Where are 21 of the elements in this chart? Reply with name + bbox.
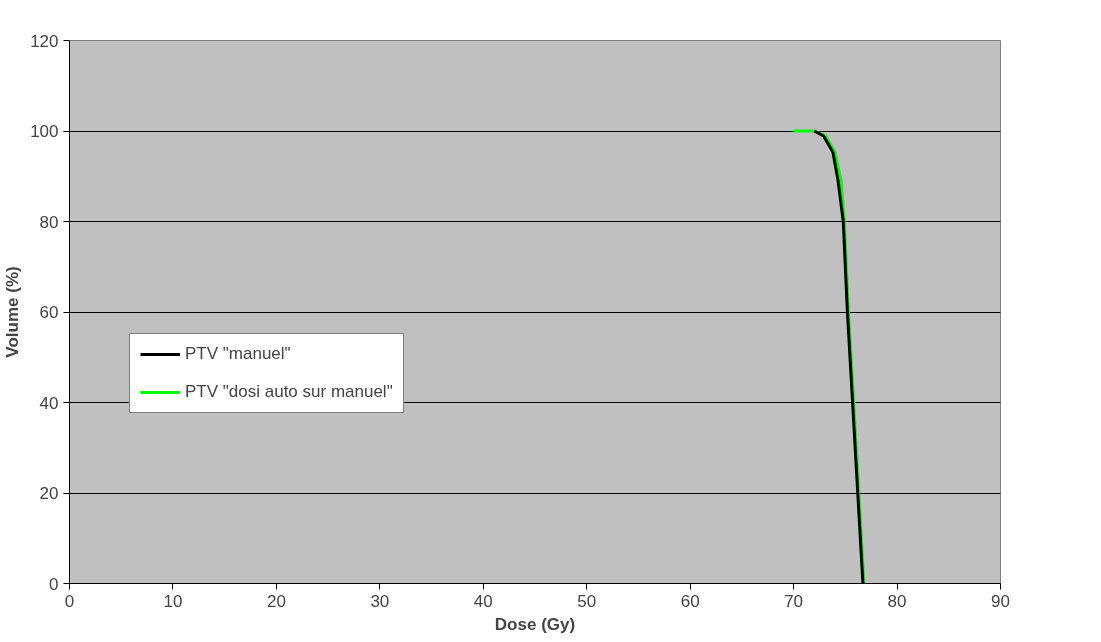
y-tick-label: 0 [49, 574, 59, 594]
x-tick-label: 20 [266, 591, 286, 611]
x-tick-label: 50 [577, 591, 597, 611]
x-axis-title: Dose (Gy) [494, 614, 576, 634]
x-tick-label: 0 [64, 591, 75, 611]
y-tick-label: 20 [39, 484, 59, 503]
y-axis-title: Volume (%) [3, 266, 23, 358]
y-tick-label: 120 [30, 31, 59, 51]
legend-label: PTV "manuel" [185, 344, 291, 364]
x-tick-label: 90 [991, 591, 1010, 611]
x-tick-label: 60 [680, 591, 700, 611]
x-tick-label: 70 [784, 591, 804, 611]
x-tick-label: 80 [887, 591, 907, 611]
y-tick-label: 100 [30, 122, 59, 141]
x-tick-label: 40 [473, 591, 493, 611]
y-tick-label: 80 [39, 212, 59, 232]
x-tick-label: 10 [163, 591, 183, 611]
y-tick-label: 40 [39, 393, 59, 413]
x-tick-label: 30 [370, 591, 390, 611]
y-tick-label: 60 [39, 303, 59, 322]
legend-label: PTV "dosi auto sur manuel" [185, 382, 393, 402]
